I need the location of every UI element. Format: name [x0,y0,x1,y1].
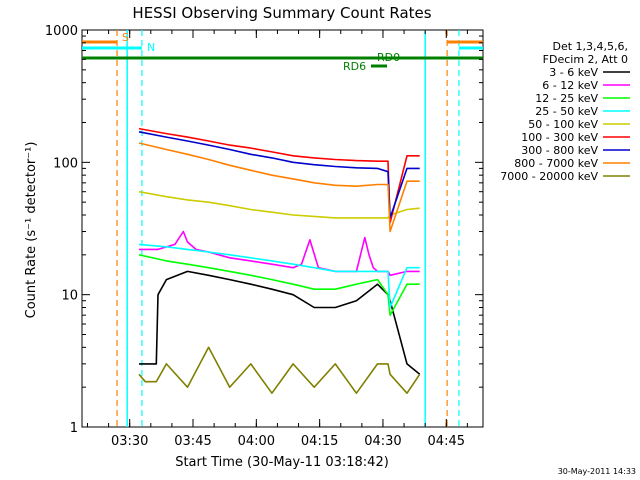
series-line [138,131,420,219]
legend-label: 25 - 50 keV [535,105,598,118]
legend-header: FDecim 2, Att 0 [543,53,628,66]
series-line [138,346,421,395]
y-tick-label: 100 [53,156,78,171]
legend-label: 100 - 300 keV [521,131,598,144]
legend-label: 3 - 6 keV [549,66,598,79]
series-line [139,270,421,375]
legend-label: 50 - 100 keV [528,118,598,131]
legend-label: 800 - 7000 keV [514,157,598,170]
x-axis-label: Start Time (30-May-11 03:18:42) [175,455,389,470]
plot-frame [81,29,484,428]
legend-label: 7000 - 20000 keV [500,170,598,183]
legend: Det 1,3,4,5,6,FDecim 2, Att 03 - 6 keV6 … [500,40,630,183]
x-tick-label: 04:45 [428,434,465,449]
y-tick-label: 1000 [45,24,78,39]
x-tick-label: 04:30 [364,434,401,449]
series-line [138,190,420,219]
y-tick-label: 1 [70,421,78,436]
series-line [138,127,420,224]
rd6-label: RD6 [343,60,366,73]
series-line [138,142,420,233]
series-line [139,230,420,277]
footer-date: 30-May-2011 14:33 [558,467,636,476]
annotation-layer: S N RD0 RD6 [82,30,483,427]
series-layer [138,127,421,395]
y-tick-label: 10 [61,289,78,304]
axes: 1 10 100 1000 03:30 03:45 04:00 04:15 04:30 04:45 [45,24,483,449]
y-axis-label: Count Rate (s⁻¹ detector⁻¹) [24,142,39,319]
chart-title: HESSI Observing Summary Count Rates [132,4,431,22]
legend-label: 12 - 25 keV [535,92,598,105]
legend-label: 6 - 12 keV [542,79,598,92]
x-tick-label: 03:30 [111,434,148,449]
rd0-label: RD0 [377,51,400,64]
series-line [138,254,420,317]
night-label: N [147,41,155,54]
series-line [138,243,420,309]
legend-header: Det 1,3,4,5,6, [552,40,628,53]
x-tick-label: 04:15 [301,434,338,449]
x-tick-label: 04:00 [238,434,275,449]
saa-label: S [122,31,129,44]
legend-label: 300 - 800 keV [521,144,598,157]
x-tick-label: 03:45 [174,434,211,449]
